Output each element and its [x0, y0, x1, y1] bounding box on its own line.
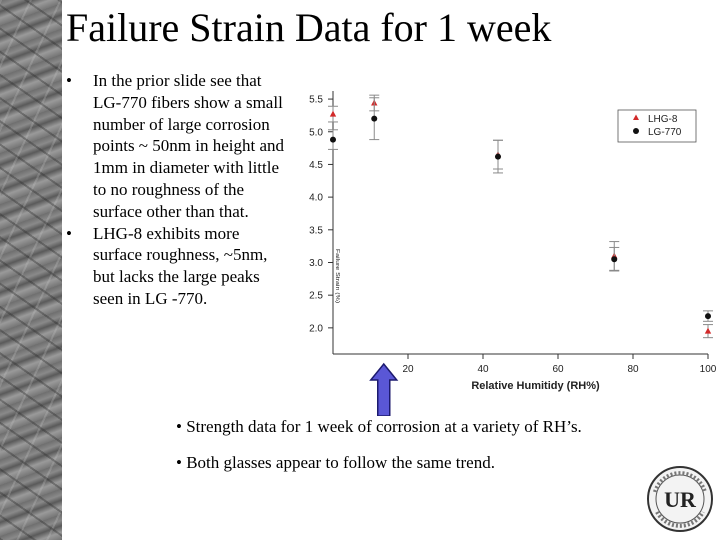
bullet-item: • LHG-8 exhibits more surface roughness, … — [66, 223, 288, 310]
chart-legend: LHG-8 LG-770 — [617, 109, 697, 143]
bullet-list: • In the prior slide see that LG-770 fibe… — [66, 70, 288, 310]
y-ticks: 2.0 2.5 3.0 3.5 4.0 4.5 5.0 5.5 — [309, 95, 333, 334]
y-tick-label: 2.5 — [309, 291, 323, 302]
y-tick-label: 4.0 — [309, 193, 323, 204]
legend-box — [617, 109, 697, 143]
legend-marker-lhg8 — [633, 114, 639, 120]
bullet-item: • In the prior slide see that LG-770 fibe… — [66, 70, 288, 223]
y-tick-label: 5.0 — [309, 127, 323, 138]
note-strength: • Strength data for 1 week of corrosion … — [176, 417, 582, 436]
textured-sidebar — [0, 0, 62, 540]
slide-title: Failure Strain Data for 1 week — [66, 5, 552, 50]
data-point-lhg8 — [704, 327, 712, 334]
seal-letters: UR — [664, 487, 697, 512]
university-seal: UR — [647, 466, 713, 532]
data-point-lg770 — [371, 115, 378, 122]
x-tick-label: 20 — [402, 364, 414, 375]
bullet-marker: • — [66, 71, 72, 90]
notes-block: • Strength data for 1 week of corrosion … — [176, 417, 616, 489]
up-arrow-annotation — [369, 362, 399, 416]
x-tick-label: 80 — [627, 364, 639, 375]
legend-label-lg770: LG-770 — [648, 127, 682, 138]
y-tick-label: 3.5 — [309, 225, 323, 236]
y-tick-label: 5.5 — [309, 95, 323, 106]
x-tick-label: 100 — [700, 364, 717, 375]
x-axis-label: Relative Humitidy (RH%) — [471, 380, 600, 392]
data-point-lg770 — [330, 136, 336, 143]
legend-marker-lg770 — [633, 128, 639, 134]
data-points — [328, 94, 713, 339]
x-tick-label: 40 — [477, 364, 489, 375]
data-point-lg770 — [705, 313, 711, 320]
y-tick-label: 2.0 — [309, 323, 323, 334]
y-tick-label: 4.5 — [309, 160, 323, 171]
bullet-text: LHG-8 exhibits more surface roughness, ~… — [93, 223, 268, 308]
x-tick-label: 60 — [552, 364, 564, 375]
bullet-marker: • — [66, 223, 72, 243]
note-trend: • Both glasses appear to follow the same… — [176, 453, 495, 472]
data-point-lg770 — [495, 153, 501, 160]
up-arrow-shape — [369, 362, 399, 416]
data-point-lhg8 — [329, 110, 337, 117]
bullet-text: In the prior slide see that LG-770 fiber… — [93, 71, 284, 221]
failure-strain-chart: 2.0 2.5 3.0 3.5 4.0 4.5 5.0 5.5 20 40 60 80 100 Rel… — [309, 91, 717, 416]
y-tick-label: 3.0 — [309, 258, 323, 269]
data-point-lg770 — [611, 256, 618, 263]
legend-label-lhg8: LHG-8 — [648, 114, 678, 125]
y-axis-label: Failure Strain (%) — [334, 249, 340, 303]
x-ticks: 20 40 60 80 100 — [402, 354, 717, 375]
